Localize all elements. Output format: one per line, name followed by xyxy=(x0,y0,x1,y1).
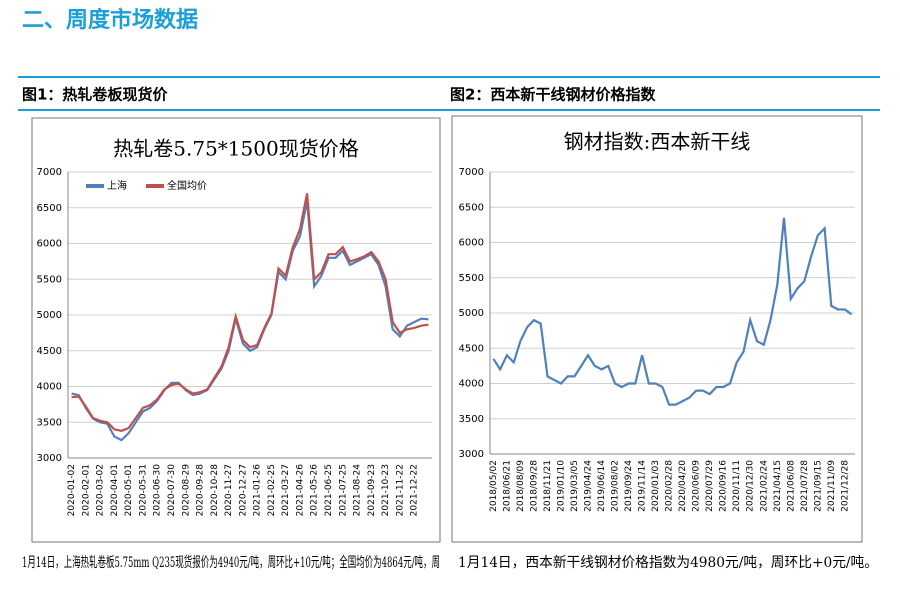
y-tick-label: 4000 xyxy=(459,379,484,390)
x-tick-label: 2021-08-24 xyxy=(353,464,363,517)
x-tick-label: 2021-09-23 xyxy=(367,464,377,516)
x-tick-label: 2019/01/10 xyxy=(556,460,566,512)
x-tick-label: 2018/11/21 xyxy=(543,460,553,512)
caption: 1月14日，西本新干线钢材价格指数为4980元/吨，周环比+0元/吨。 xyxy=(458,555,878,571)
x-tick-label: 2021-10-23 xyxy=(381,464,391,516)
x-tick-label: 2021-06-25 xyxy=(324,464,334,516)
x-tick-label: 2020/09/16 xyxy=(719,460,729,512)
chart-frame xyxy=(451,115,863,543)
x-tick-label: 2020/12/30 xyxy=(746,460,756,512)
x-tick-label: 2019/04/24 xyxy=(584,460,594,512)
y-tick-label: 4000 xyxy=(37,382,62,393)
x-tick-label: 2018/08/09 xyxy=(516,460,526,512)
y-tick-label: 5000 xyxy=(37,310,62,321)
series-line xyxy=(71,193,429,432)
y-tick-label: 7000 xyxy=(37,167,62,178)
y-tick-label: 3500 xyxy=(37,417,62,428)
x-tick-label: 2020-10-28 xyxy=(210,464,220,517)
x-tick-label: 2018/09/28 xyxy=(529,460,539,512)
x-tick-label: 2020-05-01 xyxy=(124,464,134,516)
section-title: 二、周度市场数据 xyxy=(22,7,198,33)
x-tick-label: 2021-02-25 xyxy=(267,464,277,516)
x-tick-label: 2020-07-30 xyxy=(167,464,177,517)
legend-label: 上海 xyxy=(107,179,127,192)
y-tick-label: 5000 xyxy=(459,308,484,319)
x-tick-label: 2020-11-27 xyxy=(224,464,234,516)
chart-title: 热轧卷5.75*1500现货价格 xyxy=(113,137,358,161)
y-tick-label: 6000 xyxy=(459,238,484,249)
figure-label: 图2：西本新干线钢材价格指数 xyxy=(450,86,656,104)
series-line xyxy=(71,200,429,442)
y-tick-label: 6500 xyxy=(459,202,484,213)
x-tick-label: 2021-05-26 xyxy=(310,464,320,517)
x-tick-label: 2020-04-01 xyxy=(110,464,120,516)
x-tick-label: 2020/06/09 xyxy=(692,460,702,512)
x-tick-label: 2020-05-31 xyxy=(138,464,148,516)
y-tick-label: 3000 xyxy=(459,449,484,460)
x-tick-label: 2020/04/20 xyxy=(678,460,688,512)
x-tick-label: 2020/07/29 xyxy=(705,460,715,512)
x-tick-label: 2021-01-26 xyxy=(253,464,263,517)
x-tick-label: 2021-12-22 xyxy=(410,464,420,516)
y-tick-label: 3000 xyxy=(37,453,62,464)
chart-title: 钢材指数:西本新干线 xyxy=(564,130,751,154)
x-tick-label: 2021-03-27 xyxy=(281,464,291,516)
x-tick-label: 2021/09/15 xyxy=(813,460,823,512)
x-tick-label: 2019/09/24 xyxy=(624,460,634,512)
x-tick-label: 2021/07/28 xyxy=(800,460,810,512)
x-tick-label: 2020-02-01 xyxy=(81,464,91,516)
x-tick-label: 2020-01-02 xyxy=(67,464,77,516)
x-tick-label: 2021/06/08 xyxy=(786,460,796,512)
y-tick-label: 5500 xyxy=(37,274,62,285)
x-tick-label: 2021-11-22 xyxy=(395,464,405,516)
y-tick-label: 3500 xyxy=(459,414,484,425)
caption: 1月14日，上海热轧卷板5.75mm Q235现货报价为4940元/吨，周环比+… xyxy=(22,554,440,571)
x-tick-label: 2021-07-25 xyxy=(338,464,348,516)
x-tick-label: 2020/02/28 xyxy=(665,460,675,512)
x-tick-label: 2020/01/03 xyxy=(651,460,661,512)
x-tick-label: 2020-12-27 xyxy=(238,464,248,516)
x-tick-label: 2018/05/02 xyxy=(489,460,499,512)
x-tick-label: 2021/12/28 xyxy=(840,460,850,512)
figure-label: 图1：热轧卷板现货价 xyxy=(22,86,168,104)
x-tick-label: 2019/11/14 xyxy=(638,460,648,512)
x-tick-label: 2020-06-30 xyxy=(153,464,163,517)
x-tick-label: 2020/11/11 xyxy=(732,460,742,512)
x-tick-label: 2021/02/24 xyxy=(759,460,769,512)
series-line xyxy=(492,217,853,406)
y-tick-label: 6000 xyxy=(37,239,62,250)
x-tick-label: 2018/06/21 xyxy=(502,460,512,512)
x-tick-label: 2021/11/09 xyxy=(827,460,837,512)
y-tick-label: 7000 xyxy=(459,167,484,178)
y-tick-label: 4500 xyxy=(37,346,62,357)
x-tick-label: 2021-04-26 xyxy=(295,464,305,517)
x-tick-label: 2020-03-02 xyxy=(96,464,106,516)
x-tick-label: 2020-08-29 xyxy=(181,464,191,517)
x-tick-label: 2020-09-28 xyxy=(196,464,206,517)
y-tick-label: 6500 xyxy=(37,203,62,214)
chart-frame xyxy=(31,117,441,543)
x-tick-label: 2019/06/14 xyxy=(597,460,607,512)
x-tick-label: 2019/03/05 xyxy=(570,460,580,512)
x-tick-label: 2019/08/02 xyxy=(611,460,621,512)
y-tick-label: 5500 xyxy=(459,273,484,284)
x-tick-label: 2021/04/15 xyxy=(773,460,783,512)
legend-label: 全国均价 xyxy=(167,179,207,192)
y-tick-label: 4500 xyxy=(459,343,484,354)
